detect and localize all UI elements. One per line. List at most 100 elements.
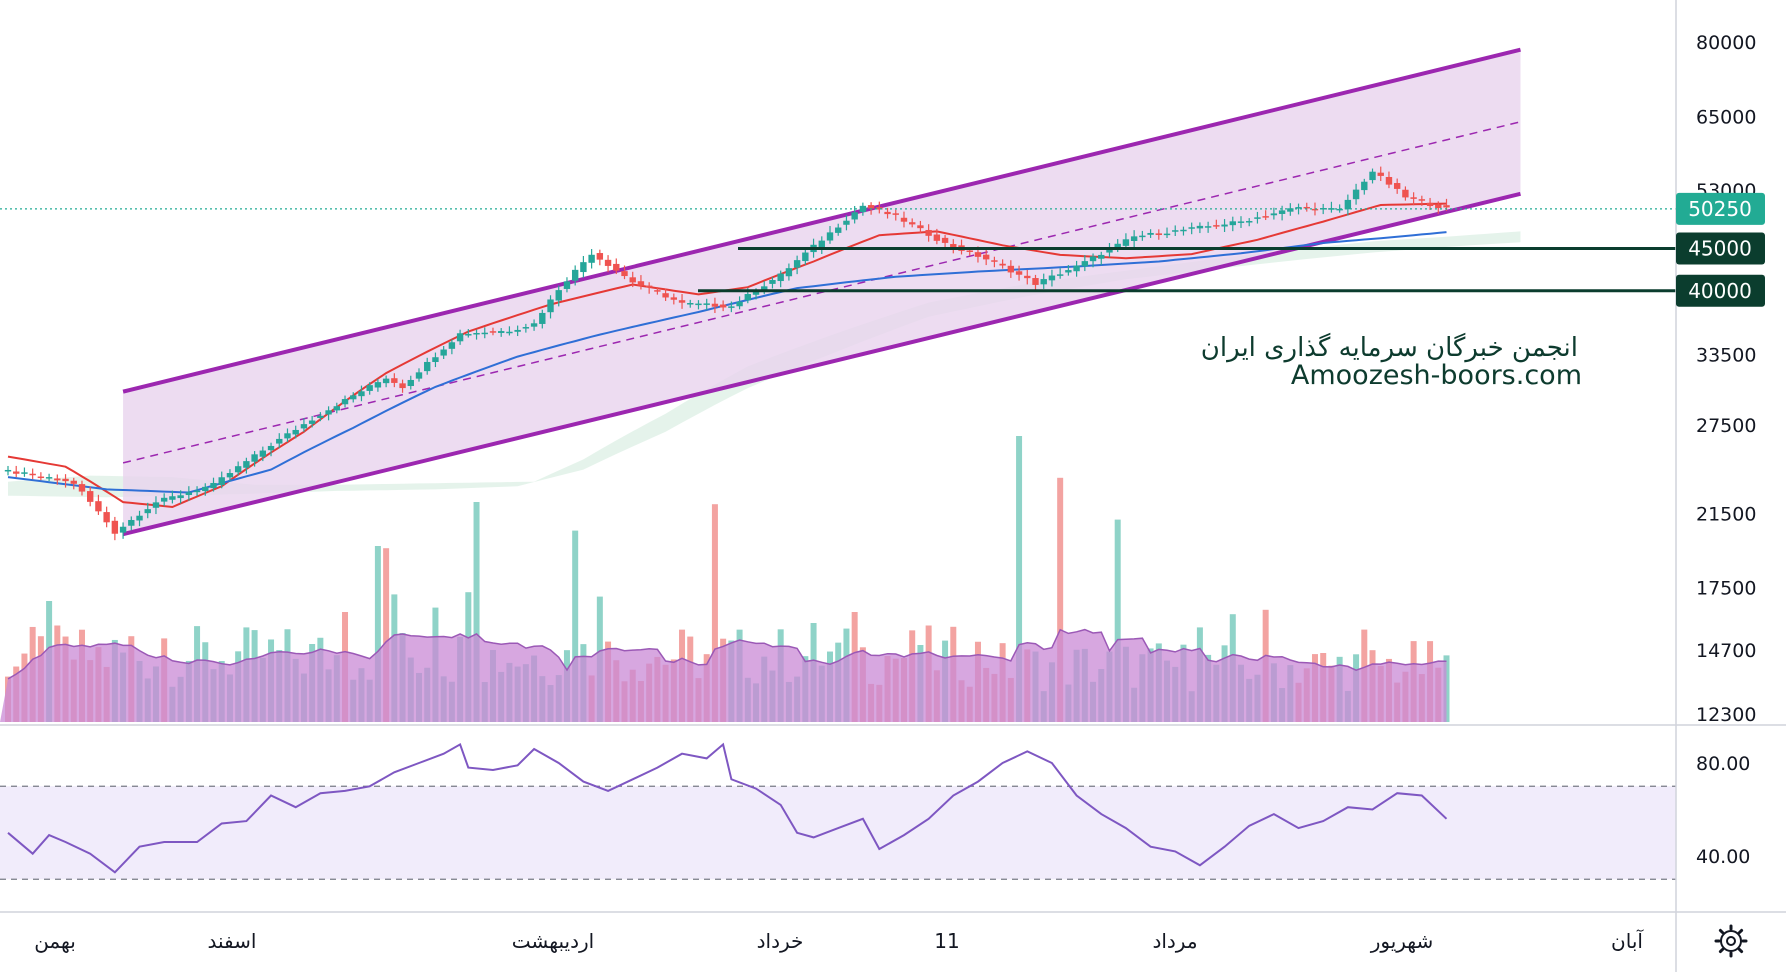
candle[interactable] [13, 465, 20, 478]
candle[interactable] [604, 255, 612, 273]
candle[interactable] [87, 486, 94, 507]
candle[interactable] [1303, 202, 1310, 212]
candle[interactable] [662, 288, 669, 301]
candle[interactable] [193, 486, 201, 496]
candle[interactable] [4, 465, 12, 476]
candle[interactable] [580, 255, 587, 278]
candle[interactable] [45, 473, 53, 482]
candle[interactable] [1385, 171, 1393, 189]
candle[interactable] [1188, 222, 1195, 235]
candle[interactable] [152, 496, 160, 515]
candle[interactable] [818, 236, 825, 255]
candle[interactable] [571, 265, 579, 286]
candle[interactable] [645, 282, 653, 294]
candle[interactable] [1344, 194, 1352, 216]
candle[interactable] [999, 259, 1006, 269]
candle[interactable] [563, 277, 571, 293]
time-axis[interactable]: بهمن اسفند اردیبهشت خرداد 11 مرداد شهریور آبان [34, 928, 1644, 953]
candle[interactable] [728, 301, 735, 313]
candle[interactable] [826, 225, 834, 244]
candle[interactable] [308, 415, 316, 428]
candle[interactable] [1246, 218, 1253, 227]
candle[interactable] [37, 472, 45, 481]
candle[interactable] [1213, 219, 1220, 229]
candle[interactable] [802, 248, 809, 265]
candle[interactable] [1007, 260, 1015, 278]
candle[interactable] [1262, 210, 1269, 221]
candle[interactable] [481, 327, 488, 339]
candle[interactable] [21, 467, 28, 477]
candle[interactable] [1377, 166, 1384, 182]
candle[interactable] [884, 207, 891, 219]
candle[interactable] [62, 474, 69, 488]
candle[interactable] [1155, 229, 1162, 240]
candle[interactable] [1278, 205, 1286, 221]
candle[interactable] [1410, 192, 1417, 206]
candle[interactable] [276, 433, 283, 449]
candle[interactable] [317, 412, 324, 422]
candle[interactable] [284, 428, 291, 443]
candle[interactable] [933, 228, 941, 245]
candle[interactable] [1089, 253, 1097, 268]
candle[interactable] [465, 329, 472, 338]
candle[interactable] [489, 327, 497, 336]
candle[interactable] [654, 287, 661, 295]
candle[interactable] [292, 425, 299, 439]
candle[interactable] [226, 469, 234, 482]
candle[interactable] [703, 298, 710, 311]
candle[interactable] [1056, 268, 1064, 279]
candle[interactable] [843, 215, 850, 231]
gear-icon[interactable] [1714, 924, 1748, 958]
candle[interactable] [185, 486, 193, 501]
candle[interactable] [1040, 273, 1047, 289]
candle[interactable] [1130, 230, 1138, 248]
candle[interactable] [1320, 203, 1327, 215]
candle[interactable] [982, 248, 990, 266]
candle[interactable] [1369, 168, 1376, 184]
candle[interactable] [835, 223, 842, 236]
candle[interactable] [29, 468, 36, 480]
candle[interactable] [333, 402, 340, 414]
candle[interactable] [103, 506, 110, 528]
candle[interactable] [1221, 219, 1228, 233]
channel-upper-line[interactable] [122, 47, 1521, 394]
candle[interactable] [407, 375, 414, 390]
candle[interactable] [736, 296, 743, 310]
candle[interactable] [95, 494, 102, 515]
candle[interactable] [1180, 226, 1187, 236]
candle[interactable] [160, 493, 168, 507]
candle[interactable] [892, 209, 899, 221]
candle[interactable] [851, 205, 858, 224]
candle[interactable] [1204, 221, 1212, 233]
candle[interactable] [1254, 211, 1261, 224]
candle[interactable] [1015, 265, 1023, 281]
candle[interactable] [1418, 195, 1426, 206]
rsi-axis[interactable]: 80.00 40.00 [1696, 753, 1750, 868]
candle[interactable] [473, 329, 480, 340]
candle[interactable] [785, 263, 793, 281]
candle[interactable] [621, 265, 628, 280]
candle[interactable] [1073, 260, 1080, 277]
candle[interactable] [144, 502, 151, 519]
candle[interactable] [1139, 230, 1146, 241]
candle[interactable] [670, 293, 678, 305]
candle[interactable] [941, 234, 949, 249]
candle[interactable] [917, 220, 924, 234]
candle[interactable] [1352, 183, 1360, 205]
candle[interactable] [1106, 243, 1113, 258]
candle[interactable] [991, 256, 998, 268]
candle[interactable] [448, 339, 456, 355]
price-axis[interactable]: 8000065000530003350027500215001750014700… [1696, 32, 1756, 726]
candle[interactable] [909, 218, 916, 228]
candle[interactable] [234, 461, 242, 476]
candle[interactable] [70, 477, 77, 490]
candle[interactable] [769, 276, 776, 289]
candle[interactable] [613, 258, 620, 275]
candle[interactable] [900, 211, 908, 228]
candle[interactable] [596, 249, 604, 266]
candle[interactable] [111, 516, 119, 541]
candle[interactable] [522, 323, 530, 333]
candle[interactable] [547, 295, 554, 319]
candle[interactable] [415, 368, 423, 382]
candle[interactable] [1311, 202, 1319, 216]
